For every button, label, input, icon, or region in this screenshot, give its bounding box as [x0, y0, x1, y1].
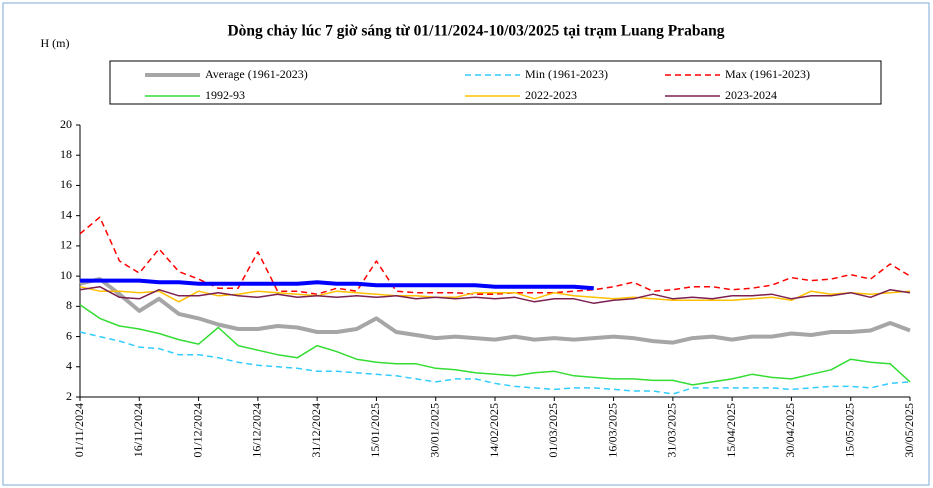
legend-label: Min (1961-2023) [525, 67, 608, 81]
y-tick-label: 2 [66, 389, 72, 403]
series-line [79, 216, 911, 295]
x-tick-label: 14/02/2025 [487, 403, 501, 458]
series-line [79, 331, 911, 395]
y-tick-label: 20 [60, 117, 72, 131]
y-tick-label: 16 [60, 177, 72, 191]
x-tick-label: 16/03/2025 [605, 403, 619, 458]
x-tick-label: 01/03/2025 [546, 403, 560, 458]
legend-label: Max (1961-2023) [725, 67, 810, 81]
y-tick-label: 18 [60, 147, 72, 161]
y-tick-label: 8 [66, 298, 72, 312]
series-line [80, 278, 594, 291]
y-axis-label: H (m) [41, 36, 70, 50]
legend-label: 2023-2024 [725, 88, 777, 102]
x-tick-label: 31/12/2024 [309, 403, 323, 458]
x-tick-label: 16/12/2024 [250, 403, 264, 458]
x-tick-label: 15/01/2025 [368, 403, 382, 458]
series-line [79, 304, 911, 386]
series-line [79, 277, 911, 345]
legend-label: 1992-93 [205, 88, 245, 102]
legend-label: Average (1961-2023) [205, 67, 308, 81]
y-tick-label: 4 [66, 359, 72, 373]
x-tick-label: 15/05/2025 [842, 403, 856, 458]
x-tick-label: 01/12/2024 [190, 403, 204, 458]
y-tick-label: 12 [60, 238, 72, 252]
x-tick-label: 30/04/2025 [783, 403, 797, 458]
x-tick-label: 16/11/2024 [131, 403, 145, 457]
x-tick-label: 31/03/2025 [665, 403, 679, 458]
y-tick-label: 10 [60, 268, 72, 282]
series-line [79, 285, 911, 305]
legend-box [109, 60, 882, 105]
x-tick-label: 15/04/2025 [724, 403, 738, 458]
legend-label: 2022-2023 [525, 88, 577, 102]
y-tick-label: 6 [66, 328, 72, 342]
y-tick-label: 14 [60, 207, 72, 221]
x-tick-label: 30/05/2025 [902, 403, 916, 458]
x-tick-label: 30/01/2025 [427, 403, 441, 458]
series-line [79, 285, 911, 303]
chart-title: Dòng chảy lúc 7 giờ sáng từ 01/11/2024-1… [227, 23, 724, 40]
x-tick-label: 01/11/2024 [72, 403, 86, 457]
